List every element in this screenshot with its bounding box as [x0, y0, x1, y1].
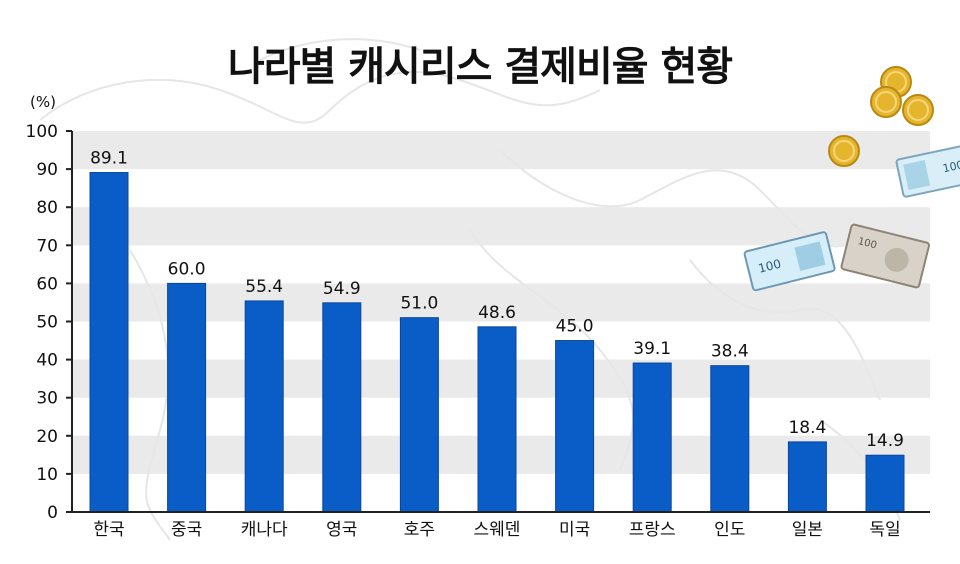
category-label: 독일	[869, 520, 900, 540]
category-label: 일본	[792, 520, 823, 540]
y-tick-label: 70	[36, 236, 58, 256]
y-tick-label: 50	[36, 313, 58, 333]
banknote-icon: 100 100 100	[743, 142, 960, 292]
grid-band	[72, 207, 930, 246]
category-label: 프랑스	[629, 520, 676, 540]
category-label: 캐나다	[241, 520, 288, 540]
y-tick-label: 40	[36, 351, 58, 371]
bar	[322, 302, 362, 513]
y-tick-label: 30	[36, 389, 58, 409]
bar-series: 89.1 한국 60.0 중국 55.4 캐나다 54.9 영국 51.0 호주 48.6 스웨덴 45…	[89, 149, 905, 540]
value-label: 18.4	[788, 418, 826, 438]
category-label: 중국	[171, 520, 202, 540]
value-label: 51.0	[400, 294, 438, 314]
coin-icon	[828, 66, 934, 167]
value-label: 45.0	[556, 317, 594, 337]
svg-text:100: 100	[757, 257, 783, 276]
bar	[555, 340, 595, 513]
bar	[477, 326, 517, 513]
value-label: 38.4	[711, 342, 749, 362]
value-label: 89.1	[90, 149, 128, 169]
value-label: 48.6	[478, 303, 516, 323]
bar	[167, 282, 207, 513]
svg-text:100: 100	[857, 236, 878, 251]
y-tick-label: 100	[26, 122, 58, 142]
y-tick-label: 60	[36, 274, 58, 294]
category-label: 호주	[404, 520, 435, 540]
value-label: 39.1	[633, 339, 671, 359]
bar	[865, 454, 905, 513]
category-label: 영국	[326, 520, 357, 540]
category-label: 미국	[559, 520, 590, 540]
bar	[710, 365, 750, 513]
category-label: 스웨덴	[474, 520, 521, 540]
y-tick-label: 20	[36, 427, 58, 447]
bar	[399, 317, 439, 513]
y-tick-label: 80	[36, 198, 58, 218]
unit-label: (%)	[30, 93, 56, 111]
y-tick-label: 10	[36, 465, 58, 485]
y-tick-label: 90	[36, 160, 58, 180]
y-tick-label: 0	[47, 503, 58, 523]
value-label: 14.9	[866, 431, 904, 451]
page-title: 나라별 캐시리스 결제비율 현황	[227, 44, 733, 90]
value-label: 54.9	[323, 279, 361, 299]
value-label: 55.4	[245, 277, 283, 297]
svg-text:100: 100	[942, 158, 960, 175]
category-label: 인도	[714, 520, 745, 540]
category-label: 한국	[93, 520, 124, 540]
bar	[89, 172, 129, 513]
bar	[787, 441, 827, 513]
grid-band	[72, 283, 930, 322]
grid-band	[72, 131, 930, 170]
bar	[244, 300, 284, 513]
value-label: 60.0	[168, 259, 206, 279]
y-axis-ticks: 0 10 20 30 40 50 60 70 80 90 100	[26, 122, 72, 523]
bar	[632, 362, 672, 513]
